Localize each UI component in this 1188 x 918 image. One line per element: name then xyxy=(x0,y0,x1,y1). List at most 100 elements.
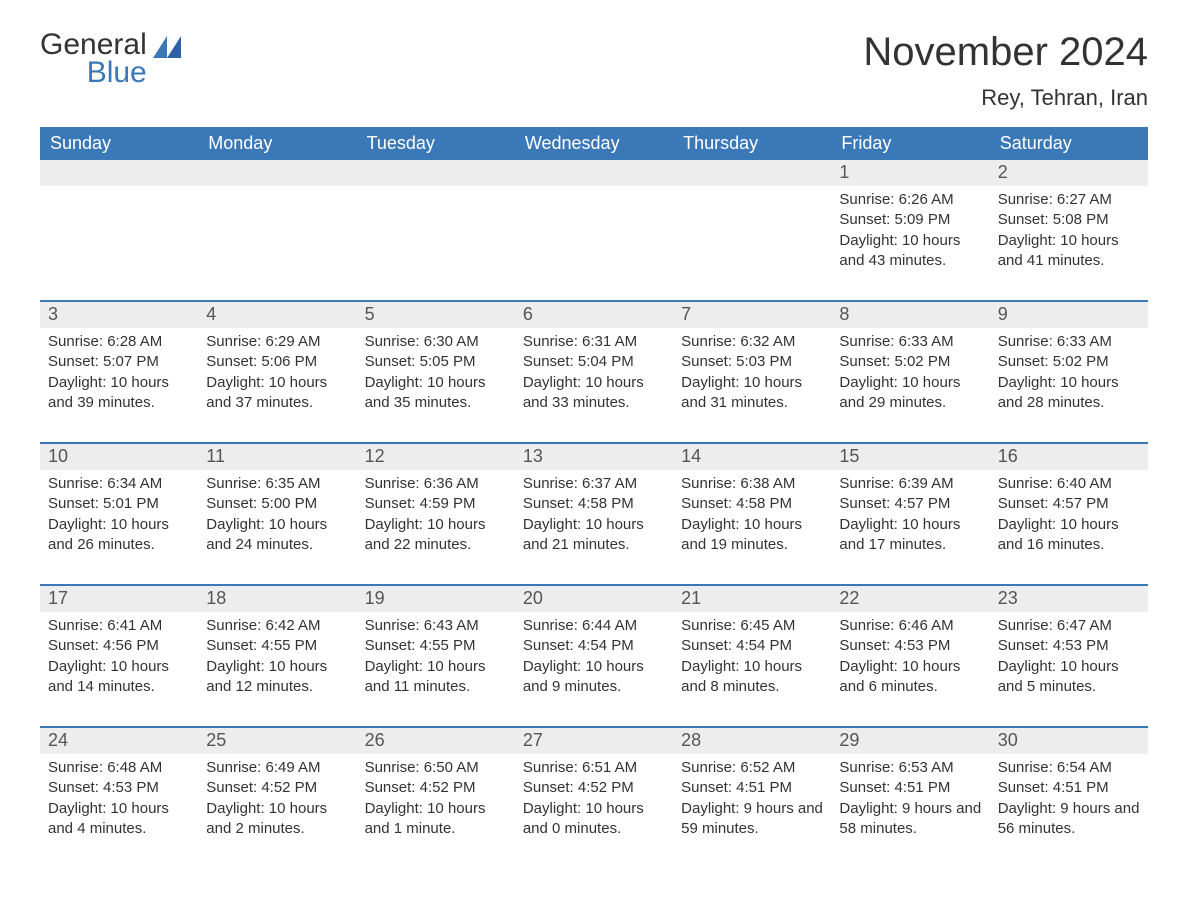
day-body: Sunrise: 6:49 AMSunset: 4:52 PMDaylight:… xyxy=(198,754,356,854)
sunrise-text: Sunrise: 6:38 AM xyxy=(681,474,823,494)
sunset-text: Sunset: 5:09 PM xyxy=(839,210,981,230)
sunrise-text: Sunrise: 6:49 AM xyxy=(206,758,348,778)
day-number: 17 xyxy=(40,586,198,612)
weekday-header: Sunday xyxy=(40,127,198,160)
sunrise-text: Sunrise: 6:27 AM xyxy=(998,190,1140,210)
sunrise-text: Sunrise: 6:52 AM xyxy=(681,758,823,778)
day-body: Sunrise: 6:32 AMSunset: 5:03 PMDaylight:… xyxy=(673,328,831,428)
day-number: 3 xyxy=(40,302,198,328)
daylight-text: Daylight: 10 hours and 41 minutes. xyxy=(998,231,1140,272)
day-body: Sunrise: 6:48 AMSunset: 4:53 PMDaylight:… xyxy=(40,754,198,854)
week-row: 12Sunrise: 6:26 AMSunset: 5:09 PMDayligh… xyxy=(40,160,1148,286)
weekday-header: Friday xyxy=(831,127,989,160)
day-number: 24 xyxy=(40,728,198,754)
daylight-text: Daylight: 10 hours and 31 minutes. xyxy=(681,373,823,414)
calendar: SundayMondayTuesdayWednesdayThursdayFrid… xyxy=(40,127,1148,854)
day-number xyxy=(40,160,198,186)
day-body: Sunrise: 6:29 AMSunset: 5:06 PMDaylight:… xyxy=(198,328,356,428)
day-number: 30 xyxy=(990,728,1148,754)
weekday-header: Tuesday xyxy=(357,127,515,160)
sunset-text: Sunset: 5:03 PM xyxy=(681,352,823,372)
month-title: November 2024 xyxy=(863,30,1148,75)
sunrise-text: Sunrise: 6:26 AM xyxy=(839,190,981,210)
day-body xyxy=(673,186,831,286)
day-body: Sunrise: 6:36 AMSunset: 4:59 PMDaylight:… xyxy=(357,470,515,570)
sunrise-text: Sunrise: 6:34 AM xyxy=(48,474,190,494)
week-row: 3456789Sunrise: 6:28 AMSunset: 5:07 PMDa… xyxy=(40,300,1148,428)
day-body: Sunrise: 6:28 AMSunset: 5:07 PMDaylight:… xyxy=(40,328,198,428)
daylight-text: Daylight: 10 hours and 8 minutes. xyxy=(681,657,823,698)
daylight-text: Daylight: 10 hours and 26 minutes. xyxy=(48,515,190,556)
week-row: 24252627282930Sunrise: 6:48 AMSunset: 4:… xyxy=(40,726,1148,854)
sunset-text: Sunset: 5:07 PM xyxy=(48,352,190,372)
sunset-text: Sunset: 5:01 PM xyxy=(48,494,190,514)
sunrise-text: Sunrise: 6:32 AM xyxy=(681,332,823,352)
day-body: Sunrise: 6:26 AMSunset: 5:09 PMDaylight:… xyxy=(831,186,989,286)
day-number: 7 xyxy=(673,302,831,328)
sunset-text: Sunset: 5:08 PM xyxy=(998,210,1140,230)
day-body: Sunrise: 6:31 AMSunset: 5:04 PMDaylight:… xyxy=(515,328,673,428)
sunrise-text: Sunrise: 6:28 AM xyxy=(48,332,190,352)
day-body: Sunrise: 6:38 AMSunset: 4:58 PMDaylight:… xyxy=(673,470,831,570)
daylight-text: Daylight: 10 hours and 39 minutes. xyxy=(48,373,190,414)
day-body: Sunrise: 6:43 AMSunset: 4:55 PMDaylight:… xyxy=(357,612,515,712)
sunrise-text: Sunrise: 6:39 AM xyxy=(839,474,981,494)
day-body: Sunrise: 6:27 AMSunset: 5:08 PMDaylight:… xyxy=(990,186,1148,286)
day-number: 20 xyxy=(515,586,673,612)
day-body: Sunrise: 6:33 AMSunset: 5:02 PMDaylight:… xyxy=(831,328,989,428)
day-number: 23 xyxy=(990,586,1148,612)
daylight-text: Daylight: 10 hours and 37 minutes. xyxy=(206,373,348,414)
weekday-header: Monday xyxy=(198,127,356,160)
day-number: 21 xyxy=(673,586,831,612)
daylight-text: Daylight: 10 hours and 43 minutes. xyxy=(839,231,981,272)
sunset-text: Sunset: 4:53 PM xyxy=(998,636,1140,656)
day-number: 16 xyxy=(990,444,1148,470)
day-number: 19 xyxy=(357,586,515,612)
sunset-text: Sunset: 4:53 PM xyxy=(48,778,190,798)
sunrise-text: Sunrise: 6:50 AM xyxy=(365,758,507,778)
day-body: Sunrise: 6:30 AMSunset: 5:05 PMDaylight:… xyxy=(357,328,515,428)
daylight-text: Daylight: 10 hours and 6 minutes. xyxy=(839,657,981,698)
sunset-text: Sunset: 5:04 PM xyxy=(523,352,665,372)
daylight-text: Daylight: 10 hours and 21 minutes. xyxy=(523,515,665,556)
day-number: 28 xyxy=(673,728,831,754)
day-body xyxy=(515,186,673,286)
daylight-text: Daylight: 9 hours and 56 minutes. xyxy=(998,799,1140,840)
sunset-text: Sunset: 4:52 PM xyxy=(206,778,348,798)
day-body: Sunrise: 6:39 AMSunset: 4:57 PMDaylight:… xyxy=(831,470,989,570)
sunset-text: Sunset: 4:53 PM xyxy=(839,636,981,656)
sunset-text: Sunset: 5:06 PM xyxy=(206,352,348,372)
sunset-text: Sunset: 4:52 PM xyxy=(523,778,665,798)
day-number: 27 xyxy=(515,728,673,754)
sunrise-text: Sunrise: 6:29 AM xyxy=(206,332,348,352)
day-body: Sunrise: 6:54 AMSunset: 4:51 PMDaylight:… xyxy=(990,754,1148,854)
day-number: 4 xyxy=(198,302,356,328)
sunrise-text: Sunrise: 6:42 AM xyxy=(206,616,348,636)
logo-text-sub: Blue xyxy=(40,56,147,90)
daylight-text: Daylight: 10 hours and 0 minutes. xyxy=(523,799,665,840)
day-number xyxy=(673,160,831,186)
sunrise-text: Sunrise: 6:43 AM xyxy=(365,616,507,636)
sunset-text: Sunset: 5:02 PM xyxy=(998,352,1140,372)
day-number: 29 xyxy=(831,728,989,754)
sunrise-text: Sunrise: 6:47 AM xyxy=(998,616,1140,636)
daylight-text: Daylight: 9 hours and 58 minutes. xyxy=(839,799,981,840)
sunset-text: Sunset: 4:59 PM xyxy=(365,494,507,514)
day-number: 13 xyxy=(515,444,673,470)
daylight-text: Daylight: 9 hours and 59 minutes. xyxy=(681,799,823,840)
day-body: Sunrise: 6:35 AMSunset: 5:00 PMDaylight:… xyxy=(198,470,356,570)
day-number: 8 xyxy=(831,302,989,328)
day-number xyxy=(357,160,515,186)
daylight-text: Daylight: 10 hours and 16 minutes. xyxy=(998,515,1140,556)
sunrise-text: Sunrise: 6:33 AM xyxy=(839,332,981,352)
sunset-text: Sunset: 4:58 PM xyxy=(523,494,665,514)
daylight-text: Daylight: 10 hours and 19 minutes. xyxy=(681,515,823,556)
daylight-text: Daylight: 10 hours and 12 minutes. xyxy=(206,657,348,698)
day-number: 1 xyxy=(831,160,989,186)
sunrise-text: Sunrise: 6:40 AM xyxy=(998,474,1140,494)
daylight-text: Daylight: 10 hours and 2 minutes. xyxy=(206,799,348,840)
day-number: 9 xyxy=(990,302,1148,328)
sunset-text: Sunset: 5:00 PM xyxy=(206,494,348,514)
day-number: 26 xyxy=(357,728,515,754)
day-number xyxy=(515,160,673,186)
